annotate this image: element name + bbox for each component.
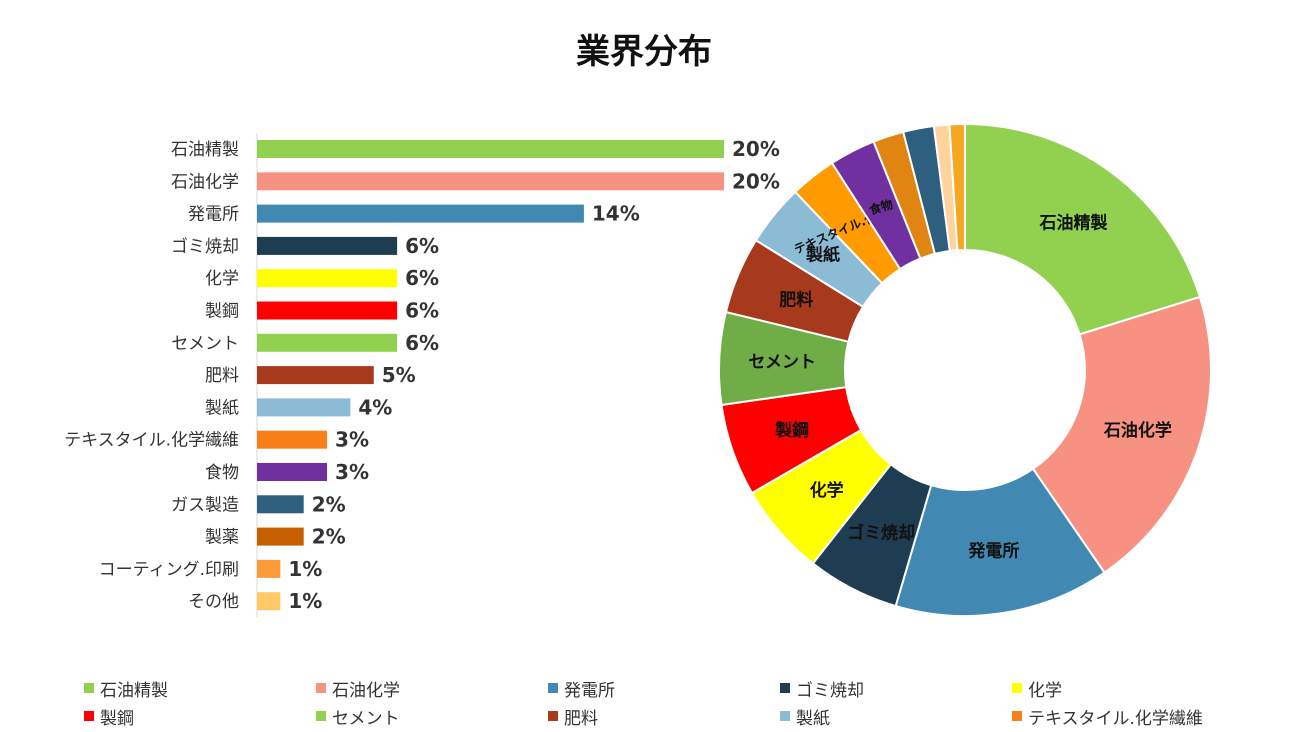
legend-label: 石油精製 bbox=[100, 680, 168, 701]
legend-item: セメント bbox=[316, 704, 548, 729]
bar bbox=[257, 269, 398, 288]
bar-data-label: 3% bbox=[335, 460, 369, 484]
legend-item: 肥料 bbox=[548, 704, 780, 729]
legend-row: 製鋼 セメント 肥料 製紙 テキスタイル.化学繊維 bbox=[84, 702, 1284, 730]
category-tick-label: ガス製造 bbox=[171, 495, 239, 515]
bar bbox=[257, 527, 304, 546]
category-tick-label: 食物 bbox=[205, 463, 239, 483]
slice-label: 発電所 bbox=[967, 541, 1019, 562]
bar bbox=[257, 463, 328, 481]
legend-item: ゴミ焼却 bbox=[780, 676, 1012, 701]
bar bbox=[257, 236, 398, 255]
bar bbox=[257, 333, 398, 352]
bar-data-label: 20% bbox=[732, 169, 780, 193]
slice-label: セメント bbox=[748, 352, 816, 372]
legend-swatch bbox=[548, 683, 558, 693]
bar-data-label: 1% bbox=[288, 589, 322, 613]
legend-swatch bbox=[780, 683, 790, 693]
category-tick-label: セメント bbox=[171, 334, 239, 354]
legend-label: 製紙 bbox=[796, 708, 830, 729]
bar bbox=[257, 204, 584, 223]
legend-label: 肥料 bbox=[564, 708, 598, 729]
bar-data-label: 20% bbox=[732, 137, 780, 161]
legend-label: ゴミ焼却 bbox=[796, 680, 864, 701]
category-tick-label: その他 bbox=[188, 592, 239, 612]
bar bbox=[257, 495, 304, 514]
bar-data-label: 6% bbox=[405, 331, 439, 355]
slice-label: 食物 bbox=[866, 196, 894, 217]
bar-data-label: 6% bbox=[405, 266, 439, 290]
slice-label: 化学 bbox=[810, 480, 844, 501]
legend-label: テキスタイル.化学繊維 bbox=[1028, 708, 1203, 729]
slice-label: 石油化学 bbox=[1103, 420, 1172, 441]
legend-item: 製紙 bbox=[780, 704, 1012, 729]
bar-data-label: 5% bbox=[382, 363, 416, 387]
slice-label: 肥料 bbox=[779, 289, 813, 310]
legend-swatch bbox=[1012, 683, 1022, 693]
donut-slice bbox=[948, 122, 966, 252]
bar bbox=[257, 592, 281, 611]
slice-label: 石油精製 bbox=[1039, 213, 1108, 234]
bar bbox=[257, 140, 724, 158]
bar-data-label: 1% bbox=[288, 557, 322, 581]
legend-item: 製鋼 bbox=[84, 704, 316, 729]
bar-data-label: 14% bbox=[592, 202, 640, 226]
bar-data-label: 2% bbox=[312, 525, 346, 549]
category-tick-label: テキスタイル.化学繊維 bbox=[64, 431, 239, 451]
bar bbox=[257, 172, 724, 191]
category-tick-label: 製鋼 bbox=[205, 302, 239, 322]
donut-slice bbox=[1031, 295, 1212, 575]
category-tick-label: コーティング.印刷 bbox=[99, 560, 239, 580]
legend-swatch bbox=[1012, 711, 1022, 721]
bar-data-label: 3% bbox=[335, 428, 369, 452]
category-tick-label: 発電所 bbox=[188, 205, 239, 225]
legend-swatch bbox=[84, 711, 94, 721]
legend-label: 化学 bbox=[1028, 680, 1062, 701]
legend-label: 発電所 bbox=[564, 680, 615, 701]
category-tick-label: 製薬 bbox=[205, 528, 239, 548]
category-tick-label: 化学 bbox=[205, 269, 239, 289]
category-tick-label: ゴミ焼却 bbox=[171, 236, 239, 257]
bar bbox=[257, 559, 281, 578]
legend-item: 発電所 bbox=[548, 676, 780, 701]
bar bbox=[257, 430, 328, 449]
bar bbox=[257, 398, 351, 417]
legend-swatch bbox=[316, 711, 326, 721]
bar-data-label: 6% bbox=[405, 299, 439, 323]
legend-swatch bbox=[548, 711, 558, 721]
legend-item: 化学 bbox=[1012, 676, 1244, 701]
bar-data-label: 2% bbox=[312, 492, 346, 516]
category-tick-label: 肥料 bbox=[205, 366, 239, 386]
legend-label: 石油化学 bbox=[332, 680, 400, 701]
legend-item: テキスタイル.化学繊維 bbox=[1012, 704, 1244, 729]
bar-chart: 石油精製 20% 石油化学 20% 発電所 14% ゴミ焼却 6% 化学 6% 製鋼 6% セメント 6%… bbox=[64, 133, 780, 617]
slice-label: ゴミ焼却 bbox=[847, 523, 915, 544]
legend-swatch bbox=[316, 683, 326, 693]
slice-label: 製紙 bbox=[805, 245, 840, 266]
chart-title: 業界分布 bbox=[576, 32, 712, 72]
slice-label: 製鋼 bbox=[774, 420, 809, 441]
donut-slice bbox=[894, 467, 1106, 617]
bar bbox=[257, 301, 398, 320]
legend-item: 石油化学 bbox=[316, 676, 548, 701]
legend-swatch bbox=[84, 683, 94, 693]
legend-row: 石油精製 石油化学 発電所 ゴミ焼却 化学 bbox=[84, 674, 1284, 702]
legend-label: 製鋼 bbox=[100, 708, 134, 729]
legend-swatch bbox=[780, 711, 790, 721]
legend-item: 石油精製 bbox=[84, 676, 316, 701]
legend: 石油精製 石油化学 発電所 ゴミ焼却 化学 製鋼 セメント 肥料 製紙 テキスタイル.化学繊維 bbox=[84, 674, 1284, 730]
category-tick-label: 製紙 bbox=[205, 398, 239, 418]
bar-data-label: 4% bbox=[358, 395, 392, 419]
bar bbox=[257, 366, 374, 385]
donut-slice bbox=[964, 122, 1202, 336]
legend-label: セメント bbox=[332, 708, 400, 729]
category-tick-label: 石油化学 bbox=[171, 172, 239, 192]
bar-data-label: 6% bbox=[405, 234, 439, 258]
category-tick-label: 石油精製 bbox=[171, 140, 239, 160]
